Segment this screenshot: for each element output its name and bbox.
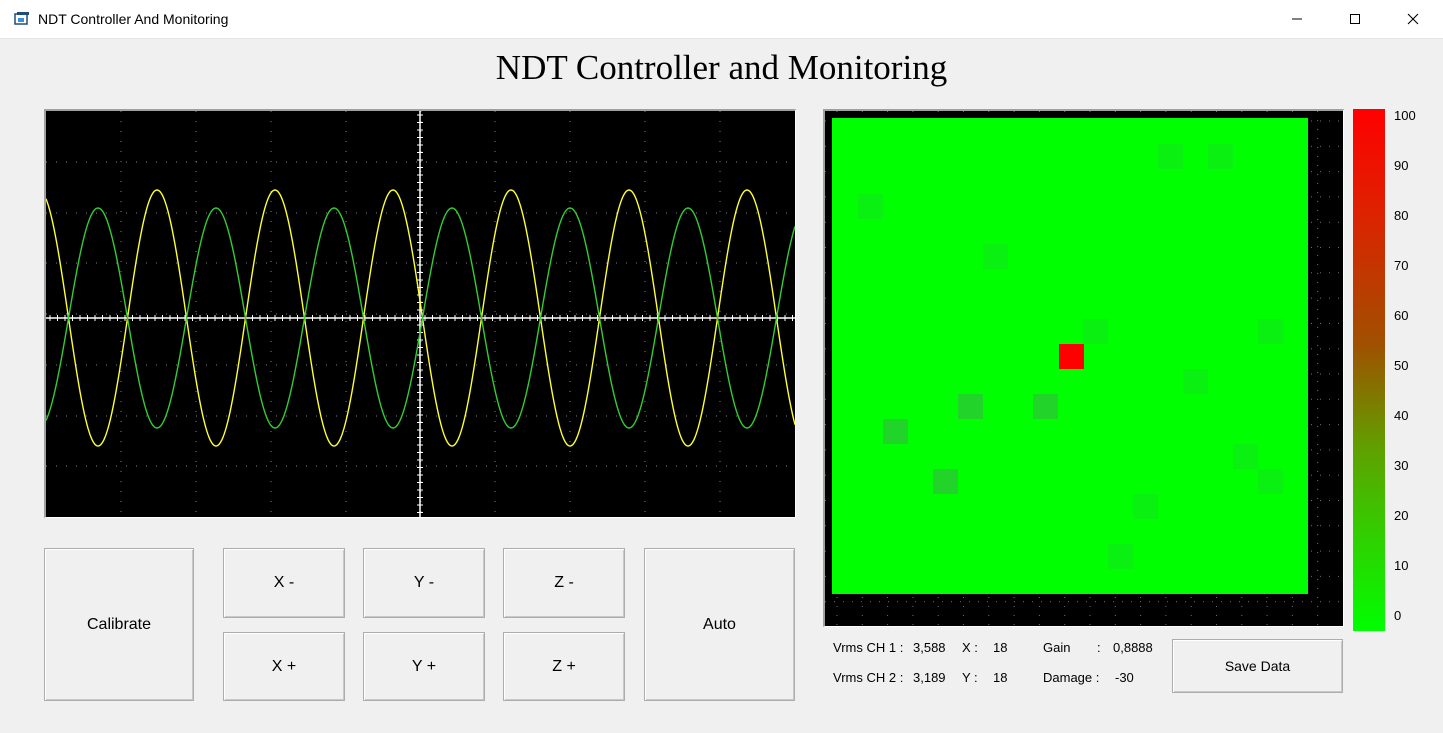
x-plus-button[interactable]: X + <box>223 632 345 701</box>
vrms-ch2-value: 3,189 <box>913 670 946 685</box>
gain-separator: : <box>1097 640 1101 655</box>
x-position-label: X : <box>962 640 978 655</box>
vrms-ch1-label: Vrms CH 1 : <box>833 640 904 655</box>
save-data-button[interactable]: Save Data <box>1172 639 1343 693</box>
x-minus-button[interactable]: X - <box>223 548 345 618</box>
heatmap-cell <box>1083 319 1108 344</box>
color-scale-label: 70 <box>1394 258 1409 273</box>
y-minus-button[interactable]: Y - <box>363 548 485 618</box>
close-icon <box>1407 13 1419 25</box>
heatmap-cell <box>958 394 983 419</box>
auto-button[interactable]: Auto <box>644 548 795 701</box>
heatmap-cell <box>983 244 1008 269</box>
heatmap-cell <box>1158 144 1183 169</box>
window-title: NDT Controller And Monitoring <box>38 11 229 27</box>
vrms-ch1-value: 3,588 <box>913 640 946 655</box>
heatmap-plot <box>825 111 1343 626</box>
maximize-button[interactable] <box>1326 0 1384 38</box>
damage-value: -30 <box>1115 670 1134 685</box>
heatmap-cell <box>1258 469 1283 494</box>
heatmap-cell <box>1183 369 1208 394</box>
heatmap-cell <box>1258 319 1283 344</box>
heatmap-cell <box>1208 144 1233 169</box>
heatmap-cell <box>858 194 883 219</box>
color-scale-label: 20 <box>1394 508 1409 523</box>
channel-1-waveform <box>46 189 795 447</box>
color-scale-label: 50 <box>1394 358 1409 373</box>
damage-label: Damage : <box>1043 670 1100 685</box>
z-minus-button[interactable]: Z - <box>503 548 625 618</box>
color-scale-label: 10 <box>1394 558 1409 573</box>
heatmap-cell <box>1108 544 1133 569</box>
heatmap-cell <box>1033 394 1058 419</box>
y-position-value: 18 <box>993 670 1008 685</box>
calibrate-button[interactable]: Calibrate <box>44 548 194 701</box>
heatmap-cell <box>883 419 908 444</box>
vrms-ch2-label: Vrms CH 2 : <box>833 670 904 685</box>
window-titlebar: NDT Controller And Monitoring <box>0 0 1443 39</box>
z-plus-button[interactable]: Z + <box>503 632 625 701</box>
y-plus-button[interactable]: Y + <box>363 632 485 701</box>
color-scale-label: 90 <box>1394 158 1409 173</box>
oscilloscope-display <box>44 109 796 518</box>
color-scale-label: 80 <box>1394 208 1409 223</box>
minimize-button[interactable] <box>1268 0 1326 38</box>
heatmap-cell <box>1233 444 1258 469</box>
gain-label: Gain <box>1043 640 1071 655</box>
x-position-value: 18 <box>993 640 1008 655</box>
damage-heatmap <box>823 109 1344 627</box>
app-icon <box>14 12 29 25</box>
color-scale-label: 0 <box>1394 608 1402 623</box>
heatmap-cell <box>933 469 958 494</box>
heatmap-cell <box>1133 494 1158 519</box>
close-button[interactable] <box>1384 0 1442 38</box>
minimize-icon <box>1292 18 1302 20</box>
color-scale-label: 40 <box>1394 408 1409 423</box>
color-scale-label: 60 <box>1394 308 1409 323</box>
color-scale-label: 30 <box>1394 458 1409 473</box>
maximize-icon <box>1350 14 1360 24</box>
page-title: NDT Controller and Monitoring <box>495 48 948 87</box>
oscilloscope-plot <box>46 111 795 517</box>
color-scale-label: 100 <box>1394 108 1416 123</box>
y-position-label: Y : <box>962 670 978 685</box>
channel-2-waveform <box>46 207 795 429</box>
gain-value: 0,8888 <box>1113 640 1153 655</box>
damage-cell <box>1059 344 1084 369</box>
color-scale-bar <box>1353 109 1385 631</box>
